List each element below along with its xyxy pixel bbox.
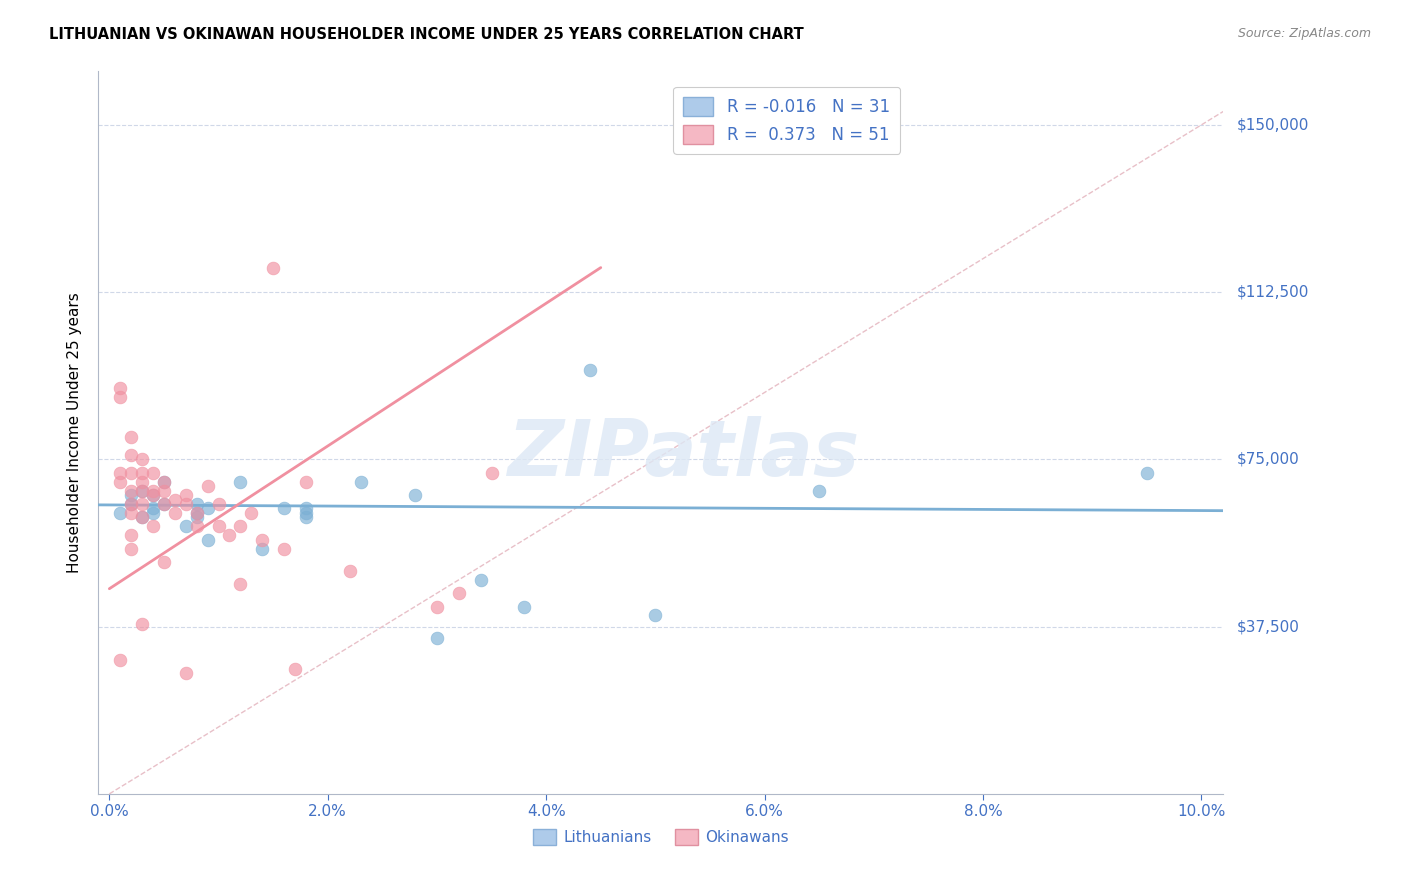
Point xyxy=(110,475,132,489)
Point xyxy=(197,501,219,516)
Point xyxy=(131,497,153,511)
Point xyxy=(197,479,219,493)
Point xyxy=(295,510,318,524)
Point xyxy=(120,448,142,462)
Point xyxy=(186,506,208,520)
Point xyxy=(218,528,240,542)
Point xyxy=(142,466,165,480)
Point xyxy=(481,466,503,480)
Point xyxy=(163,492,186,507)
Point xyxy=(273,541,295,556)
Point xyxy=(120,497,142,511)
Point xyxy=(174,497,197,511)
Point xyxy=(447,586,470,600)
Point xyxy=(579,363,602,377)
Point xyxy=(186,510,208,524)
Point xyxy=(110,466,132,480)
Point xyxy=(186,497,208,511)
Y-axis label: Householder Income Under 25 years: Householder Income Under 25 years xyxy=(67,293,83,573)
Point xyxy=(262,260,284,275)
Point xyxy=(120,488,142,502)
Point xyxy=(426,631,449,645)
Point xyxy=(174,519,197,533)
Point xyxy=(110,506,132,520)
Point xyxy=(513,599,536,614)
Point xyxy=(229,577,252,591)
Point xyxy=(808,483,831,498)
Point xyxy=(120,483,142,498)
Point xyxy=(470,573,492,587)
Point xyxy=(197,533,219,547)
Point xyxy=(142,519,165,533)
Point xyxy=(186,519,208,533)
Point xyxy=(120,506,142,520)
Text: $150,000: $150,000 xyxy=(1237,118,1309,132)
Point xyxy=(174,666,197,681)
Point xyxy=(404,488,426,502)
Point xyxy=(284,662,307,676)
Point xyxy=(131,452,153,467)
Point xyxy=(153,475,176,489)
Point xyxy=(153,497,176,511)
Point xyxy=(153,497,176,511)
Point xyxy=(131,466,153,480)
Point xyxy=(240,506,263,520)
Point xyxy=(153,475,176,489)
Point xyxy=(131,483,153,498)
Text: Source: ZipAtlas.com: Source: ZipAtlas.com xyxy=(1237,27,1371,40)
Point xyxy=(120,528,142,542)
Point xyxy=(120,466,142,480)
Point xyxy=(186,506,208,520)
Point xyxy=(295,506,318,520)
Point xyxy=(110,653,132,667)
Point xyxy=(142,506,165,520)
Point xyxy=(644,608,666,623)
Point xyxy=(142,501,165,516)
Text: $37,500: $37,500 xyxy=(1237,619,1301,634)
Point xyxy=(252,533,274,547)
Point xyxy=(110,390,132,404)
Point xyxy=(131,510,153,524)
Point xyxy=(131,510,153,524)
Point xyxy=(229,519,252,533)
Point xyxy=(153,483,176,498)
Legend: Lithuanians, Okinawans: Lithuanians, Okinawans xyxy=(527,823,794,851)
Point xyxy=(131,617,153,632)
Text: $75,000: $75,000 xyxy=(1237,452,1301,467)
Point xyxy=(142,488,165,502)
Point xyxy=(110,381,132,395)
Point xyxy=(131,483,153,498)
Text: ZIPatlas: ZIPatlas xyxy=(508,417,859,492)
Point xyxy=(153,555,176,569)
Point xyxy=(426,599,449,614)
Point xyxy=(252,541,274,556)
Point xyxy=(163,506,186,520)
Point xyxy=(339,564,361,578)
Point xyxy=(120,541,142,556)
Point xyxy=(207,519,229,533)
Text: LITHUANIAN VS OKINAWAN HOUSEHOLDER INCOME UNDER 25 YEARS CORRELATION CHART: LITHUANIAN VS OKINAWAN HOUSEHOLDER INCOM… xyxy=(49,27,804,42)
Point xyxy=(349,475,371,489)
Point xyxy=(142,488,165,502)
Point xyxy=(120,430,142,444)
Point xyxy=(1136,466,1159,480)
Point xyxy=(142,483,165,498)
Point xyxy=(120,497,142,511)
Point xyxy=(207,497,229,511)
Text: $112,500: $112,500 xyxy=(1237,285,1309,300)
Point xyxy=(174,488,197,502)
Point xyxy=(295,475,318,489)
Point xyxy=(295,501,318,516)
Point xyxy=(273,501,295,516)
Point xyxy=(229,475,252,489)
Point xyxy=(131,475,153,489)
